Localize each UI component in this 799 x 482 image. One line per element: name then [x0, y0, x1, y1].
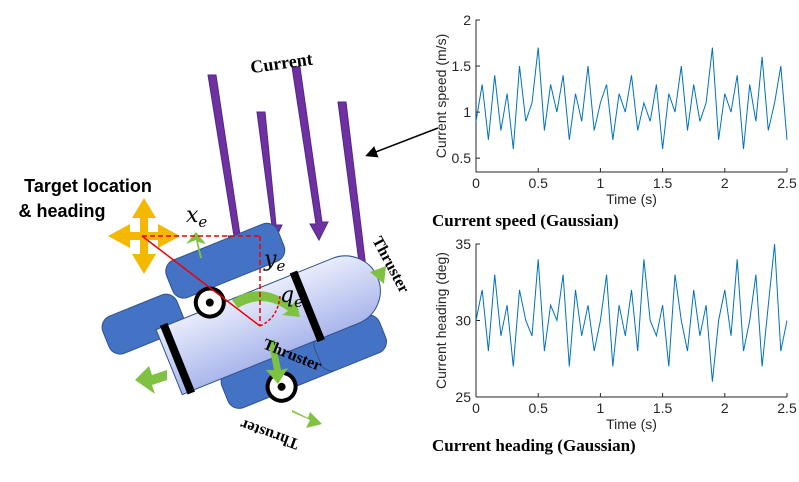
- target-label: & heading: [18, 201, 105, 221]
- thruster-label: Thruster: [238, 415, 301, 452]
- x-tick-label: 2.5: [777, 400, 797, 416]
- y-tick-label: 2: [463, 12, 471, 28]
- y-tick-label: 1.5: [452, 58, 472, 74]
- y-tick-label: 0.5: [452, 150, 472, 166]
- y-tick-label: 1: [463, 104, 471, 120]
- plot-area: [476, 244, 787, 397]
- target-label: Target location: [24, 176, 152, 196]
- x-tick-label: 2: [721, 175, 729, 191]
- pointer-arrow: [368, 128, 438, 155]
- x-axis-label: Time (s): [606, 416, 657, 432]
- x-tick-label: 2: [721, 400, 729, 416]
- x-tick-label: 0.5: [528, 400, 548, 416]
- x-tick-label: 1: [597, 175, 605, 191]
- x-tick-label: 0: [472, 400, 480, 416]
- chart-caption: Current speed (Gaussian): [432, 211, 619, 230]
- x-tick-label: 0.5: [528, 175, 548, 191]
- y-axis-label: Current heading (deg): [433, 252, 449, 389]
- x-axis-label: Time (s): [606, 191, 657, 207]
- y-tick-label: 35: [455, 236, 471, 252]
- y-tick-label: 25: [455, 389, 471, 405]
- x-tick-label: 1: [597, 400, 605, 416]
- x-tick-label: 0: [472, 175, 480, 191]
- y-axis-label: Current speed (m/s): [433, 34, 449, 158]
- x-tick-label: 2.5: [777, 175, 797, 191]
- figure: Current Target location & heading xe ye …: [0, 0, 799, 482]
- y-tick-label: 30: [455, 313, 471, 329]
- chart-caption: Current heading (Gaussian): [432, 436, 636, 455]
- x-tick-label: 1.5: [653, 175, 673, 191]
- current-label: Current: [249, 49, 314, 78]
- xe-label: xe: [186, 203, 207, 231]
- x-tick-label: 1.5: [653, 400, 673, 416]
